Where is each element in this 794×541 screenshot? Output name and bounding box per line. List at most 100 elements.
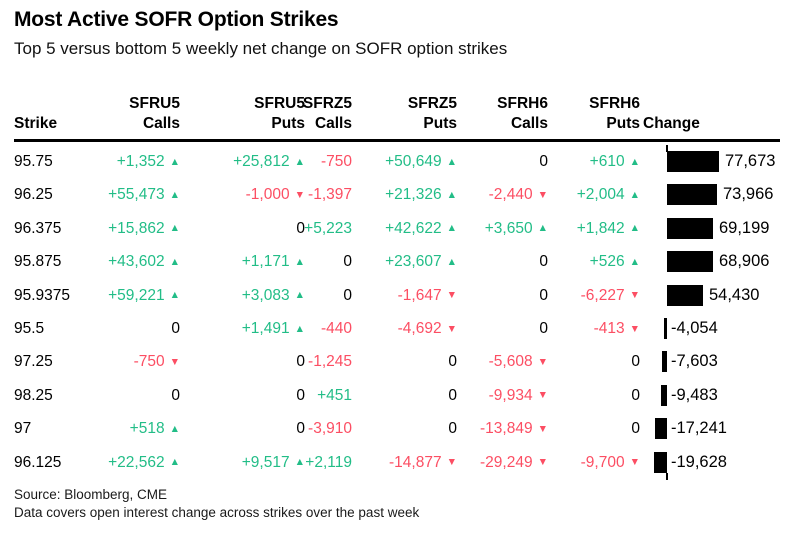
- cell-value: +3,083: [241, 286, 290, 304]
- column-header-sfrh6-puts: SFRH6 Puts: [522, 94, 640, 134]
- cell-sfrz5-puts: +23,607 ▲: [339, 245, 457, 280]
- up-arrow-icon: ▲: [294, 255, 305, 268]
- change-bar: [667, 251, 713, 273]
- cell-sfrz5-calls: -1,397: [234, 178, 352, 211]
- column-header-contract: SFRH6: [497, 95, 548, 112]
- cell-sfrh6-calls: 0: [430, 245, 548, 278]
- up-arrow-icon: ▲: [294, 456, 305, 469]
- up-arrow-icon: ▲: [629, 222, 640, 235]
- change-bar: [661, 384, 667, 406]
- cell-value: -4,692: [397, 320, 442, 337]
- cell-value: +25,812: [233, 153, 290, 170]
- cell-value: -3,910: [308, 420, 352, 438]
- column-header-label: Calls: [142, 115, 180, 132]
- up-arrow-icon: ▲: [446, 255, 457, 268]
- cell-value: +55,473: [108, 186, 165, 204]
- down-arrow-icon: ▼: [446, 322, 457, 335]
- cell-value: +21,326: [385, 186, 442, 204]
- cell-value: 0: [539, 253, 548, 271]
- table-body: 95.75 +1,352 ▲ +25,812 ▲ -750 +50,649 ▲ 0 +610 ▲ 77…: [0, 145, 794, 479]
- up-arrow-icon: ▲: [169, 422, 180, 435]
- change-value: 77,673: [725, 152, 776, 170]
- table-row: 97.25 -750 ▼ 0 -1,245 0 -5,608 ▼ 0 -7,603: [0, 345, 794, 378]
- cell-value: +23,607: [385, 253, 442, 271]
- cell-value: +2,119: [305, 453, 352, 471]
- column-header-label: Puts: [423, 115, 457, 132]
- cell-value: +518: [129, 420, 165, 438]
- table-row: 95.75 +1,352 ▲ +25,812 ▲ -750 +50,649 ▲ 0 +610 ▲ 77…: [0, 145, 794, 178]
- table-row: 98.25 0 0 +451 0 -9,934 ▼ 0 -9,483: [0, 379, 794, 412]
- strike-value: 96.125: [14, 453, 62, 471]
- cell-sfrz5-puts: +21,326 ▲: [339, 178, 457, 213]
- data-note-line: Data covers open interest change across …: [14, 504, 420, 520]
- cell-sfrz5-calls: 0: [234, 279, 352, 312]
- cell-value: 0: [631, 420, 640, 438]
- change-value: 54,430: [709, 285, 760, 304]
- cell-value: -1,647: [397, 286, 442, 304]
- cell-value: -1,245: [308, 353, 352, 371]
- cell-value: 0: [448, 420, 457, 438]
- cell-value: -14,877: [389, 453, 442, 471]
- cell-value: -750: [320, 153, 352, 170]
- column-header-contract: SFRU5: [129, 95, 180, 112]
- cell-value: -6,227: [580, 286, 625, 304]
- cell-value: -413: [593, 320, 625, 337]
- cell-sfru5-puts: +1,491 ▲: [187, 312, 305, 347]
- cell-value: 0: [448, 386, 457, 404]
- cell-sfrz5-calls: 0: [234, 245, 352, 278]
- down-arrow-icon: ▼: [169, 355, 180, 368]
- column-header-label: Calls: [314, 115, 352, 132]
- cell-value: 0: [171, 386, 180, 404]
- source-line: Source: Bloomberg, CME: [14, 487, 168, 502]
- down-arrow-icon: ▼: [537, 422, 548, 435]
- change-bar: [667, 151, 719, 172]
- cell-value: +2,004: [576, 186, 625, 204]
- strike-value: 95.75: [14, 153, 53, 170]
- cell-sfru5-calls: +55,473 ▲: [62, 178, 180, 213]
- bar-axis-top-tick: [666, 145, 668, 152]
- up-arrow-icon: ▲: [446, 155, 457, 168]
- cell-sfrh6-puts: +610 ▲: [522, 145, 640, 180]
- change-value: 69,199: [719, 218, 770, 237]
- cell-sfru5-calls: +15,862 ▲: [62, 212, 180, 247]
- change-bar: [667, 217, 713, 239]
- cell-value: 0: [539, 320, 548, 337]
- cell-value: +1,171: [241, 253, 290, 271]
- up-arrow-icon: ▲: [169, 155, 180, 168]
- cell-sfrz5-puts: +50,649 ▲: [339, 145, 457, 180]
- cell-sfrh6-calls: 0: [430, 279, 548, 312]
- cell-sfrz5-puts: -4,692 ▼: [339, 312, 457, 347]
- cell-sfrz5-calls: +451: [234, 379, 352, 412]
- column-header-contract: SFRZ5: [407, 95, 457, 112]
- cell-value: +50,649: [385, 153, 442, 170]
- strike-value: 96.375: [14, 219, 62, 237]
- column-header-sfru5-puts: SFRU5 Puts: [187, 94, 305, 134]
- column-header-contract: SFRZ5: [302, 95, 352, 112]
- up-arrow-icon: ▲: [169, 456, 180, 469]
- cell-value: -2,440: [488, 186, 533, 204]
- cell-value: +43,602: [108, 253, 165, 271]
- cell-sfrz5-calls: -1,245: [234, 345, 352, 378]
- cell-value: 0: [539, 286, 548, 304]
- cell-sfrh6-puts: 0: [522, 379, 640, 412]
- cell-sfrh6-calls: -9,934 ▼: [430, 379, 548, 414]
- cell-value: 0: [296, 219, 305, 237]
- cell-sfrh6-calls: -29,249 ▼: [430, 446, 548, 481]
- up-arrow-icon: ▲: [629, 255, 640, 268]
- cell-value: +15,862: [108, 219, 165, 237]
- cell-sfru5-puts: +25,812 ▲: [187, 145, 305, 180]
- down-arrow-icon: ▼: [537, 456, 548, 469]
- up-arrow-icon: ▲: [629, 188, 640, 201]
- down-arrow-icon: ▼: [629, 289, 640, 302]
- change-value: -7,603: [671, 352, 718, 371]
- cell-sfrz5-puts: -14,877 ▼: [339, 446, 457, 481]
- table-header-row: Strike SFRU5 Calls SFRU5 Puts SFRZ5 Calls SFRZ5…: [0, 86, 794, 136]
- column-header-label: Strike: [14, 115, 58, 132]
- cell-sfrz5-puts: 0: [339, 379, 457, 412]
- table-row: 97 +518 ▲ 0 -3,910 0 -13,849 ▼ 0 -17,241: [0, 412, 794, 445]
- column-header-strike: Strike: [14, 114, 94, 134]
- column-header-sfrh6-calls: SFRH6 Calls: [430, 94, 548, 134]
- cell-sfru5-calls: -750 ▼: [62, 345, 180, 380]
- column-header-contract: SFRH6: [589, 95, 640, 112]
- cell-value: -440: [320, 320, 352, 337]
